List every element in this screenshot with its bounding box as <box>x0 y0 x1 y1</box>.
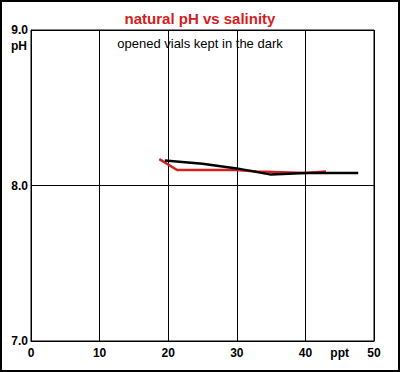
svg-text:8.0: 8.0 <box>11 179 28 193</box>
svg-text:natural pH vs salinity: natural pH vs salinity <box>125 10 277 27</box>
svg-text:30: 30 <box>230 346 244 360</box>
svg-text:ppt: ppt <box>330 346 349 360</box>
svg-text:20: 20 <box>162 346 176 360</box>
svg-text:50: 50 <box>367 346 381 360</box>
svg-text:0: 0 <box>28 346 35 360</box>
svg-text:10: 10 <box>93 346 107 360</box>
svg-text:40: 40 <box>299 346 313 360</box>
svg-text:7.0: 7.0 <box>11 334 28 348</box>
svg-text:pH: pH <box>11 39 27 53</box>
svg-text:opened vials kept in the dark: opened vials kept in the dark <box>117 36 283 51</box>
svg-text:9.0: 9.0 <box>11 23 28 37</box>
